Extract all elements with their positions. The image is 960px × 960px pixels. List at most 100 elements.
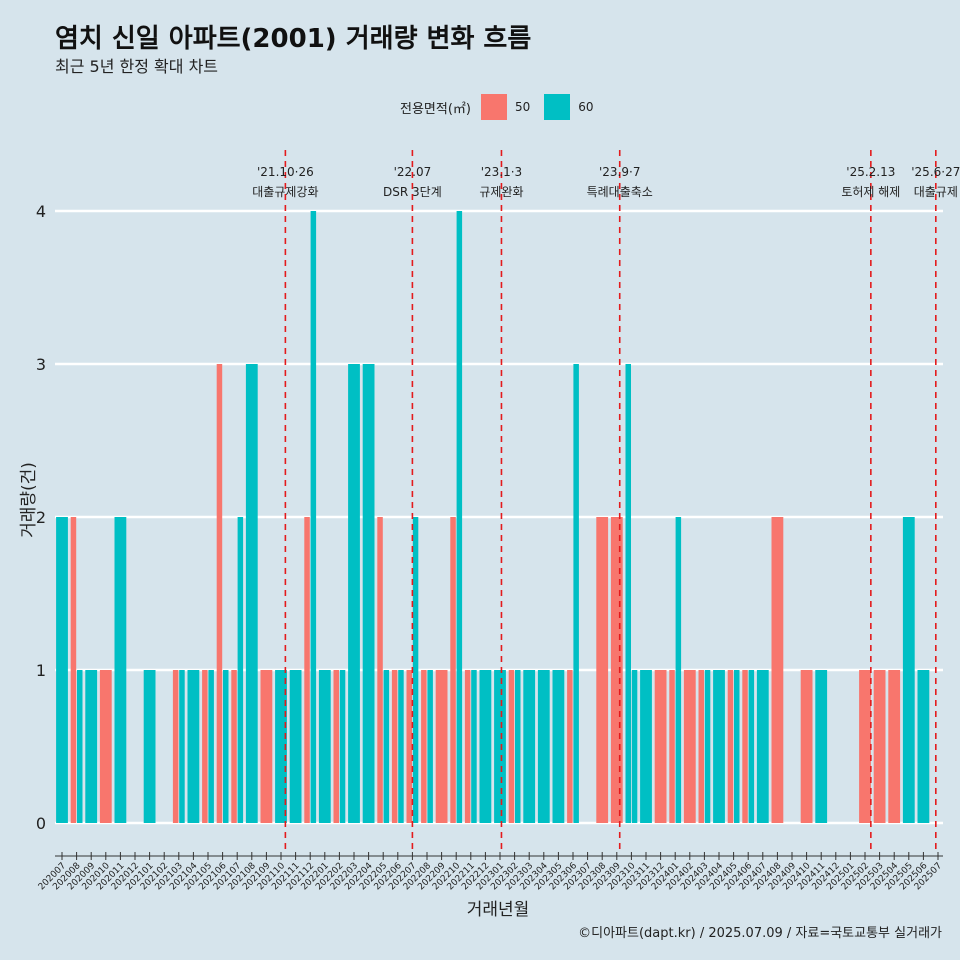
bar-202203-60: [348, 364, 360, 823]
bar-202009-60: [85, 670, 98, 823]
legend-label-60: 60: [578, 100, 594, 114]
event-text-label-0: 대출규제강화: [252, 185, 318, 199]
y-tick-label-3: 3: [36, 355, 46, 374]
bar-202007-60: [56, 517, 68, 823]
bar-202503-50: [873, 670, 886, 823]
y-axis-title: 거래량(건): [19, 462, 39, 538]
bar-202310-60b: [631, 670, 638, 823]
bar-202310-60: [625, 364, 631, 823]
bar-202306-50: [567, 670, 573, 823]
event-date-label-4: '25.2.13: [846, 165, 895, 179]
caption: ©디아파트(dapt.kr) / 2025.07.09 / 자료=국토교통부 실…: [578, 926, 942, 941]
y-tick-label-4: 4: [36, 202, 46, 221]
bar-202401-60: [675, 517, 682, 823]
legend: 전용면적(㎡) 50 60: [400, 93, 598, 121]
bar-202107-50: [231, 670, 237, 823]
bar-202410-50: [800, 670, 813, 823]
bar-202403-60: [704, 670, 711, 823]
event-text-label-4: 토허제 해제: [841, 185, 900, 199]
bar-202101-60: [143, 670, 156, 823]
bar-202104-60: [187, 670, 200, 823]
bar-202404-60: [713, 670, 725, 823]
bar-202108-60: [245, 364, 258, 823]
bar-202506-60: [917, 670, 930, 823]
y-tick-label-2: 2: [36, 508, 46, 527]
bar-202112-50: [304, 517, 310, 823]
bar-202205-50: [377, 517, 383, 823]
bar-202112-60: [310, 211, 317, 823]
bar-202207-60: [412, 517, 419, 823]
bar-202309-50: [610, 517, 623, 823]
bar-202405-50: [727, 670, 734, 823]
event-date-label-3: '23.9·7: [599, 165, 640, 179]
bar-202107-60: [237, 517, 244, 823]
event-date-label-2: '23.1·3: [481, 165, 522, 179]
bar-202106-50: [216, 364, 223, 823]
event-text-label-5: 대출규제: [914, 185, 958, 199]
bar-202205-60: [383, 670, 390, 823]
bar-202206-60: [398, 670, 404, 823]
bar-202103-50: [172, 670, 179, 823]
bar-202008-50: [70, 517, 77, 823]
bar-202301-60: [494, 670, 506, 823]
bar-202207-50: [406, 670, 412, 823]
bar-202204-60: [362, 364, 375, 823]
bar-202304-60: [537, 670, 550, 823]
bar-202502-50: [859, 670, 871, 823]
bar-202202-50: [333, 670, 339, 823]
bar-202208-50: [421, 670, 427, 823]
bar-202312-50: [654, 670, 667, 823]
bar-202403-50: [698, 670, 704, 823]
bar-202311-60: [640, 670, 652, 823]
bar-202406-60: [748, 670, 755, 823]
legend-label-50: 50: [514, 100, 531, 114]
event-text-label-3: 특례대출축소: [587, 185, 653, 199]
bar-202008-60: [77, 670, 83, 823]
bar-202011-60: [114, 517, 127, 823]
bar-202405-60: [734, 670, 740, 823]
bar-202111-60: [289, 670, 302, 823]
bar-202401-50: [669, 670, 675, 823]
bar-202211-60: [471, 670, 477, 823]
legend-swatch-60: [544, 94, 571, 120]
bar-202206-50: [391, 670, 398, 823]
bar-202302-60: [515, 670, 521, 823]
chart-subtitle: 최근 5년 한정 확대 차트: [55, 57, 219, 76]
bar-202105-60: [208, 670, 214, 823]
bar-202110-60: [275, 670, 287, 823]
chart-title: 염치 신일 아파트(2001) 거래량 변화 흐름: [55, 24, 532, 54]
bar-202211-50: [464, 670, 471, 823]
event-text-label-1: DSR 3단계: [383, 185, 442, 199]
bar-202212-60: [479, 670, 492, 823]
bar-202402-50: [683, 670, 696, 823]
x-axis-title: 거래년월: [467, 900, 530, 920]
bar-202106-60: [223, 670, 229, 823]
bar-202105-50: [202, 670, 208, 823]
y-tick-label-0: 0: [36, 814, 46, 833]
bar-202408-50: [771, 517, 784, 823]
bar-202109-50: [260, 670, 273, 823]
bar-202302-50: [508, 670, 515, 823]
bar-202210-60: [456, 211, 463, 823]
bar-202305-60: [552, 670, 565, 823]
bar-202407-60: [756, 670, 769, 823]
bar-202308-50: [596, 517, 609, 823]
event-text-label-2: 규제완화: [479, 185, 523, 199]
event-date-label-5: '25.6·27: [911, 165, 960, 179]
legend-title: 전용면적(㎡): [400, 101, 471, 117]
bar-202201-60: [318, 670, 331, 823]
bar-202303-60: [523, 670, 536, 823]
bar-202411-60: [815, 670, 828, 823]
bar-202208-60: [427, 670, 433, 823]
bar-202505-60: [902, 517, 915, 823]
bar-202202-60: [339, 670, 346, 823]
bar-202210-50: [450, 517, 456, 823]
bar-202306-60: [573, 364, 579, 823]
legend-swatch-50: [480, 94, 507, 120]
bar-202103-60: [179, 670, 185, 823]
y-tick-label-1: 1: [36, 661, 46, 680]
bar-202209-50: [435, 670, 448, 823]
bar-202010-50: [99, 670, 112, 823]
